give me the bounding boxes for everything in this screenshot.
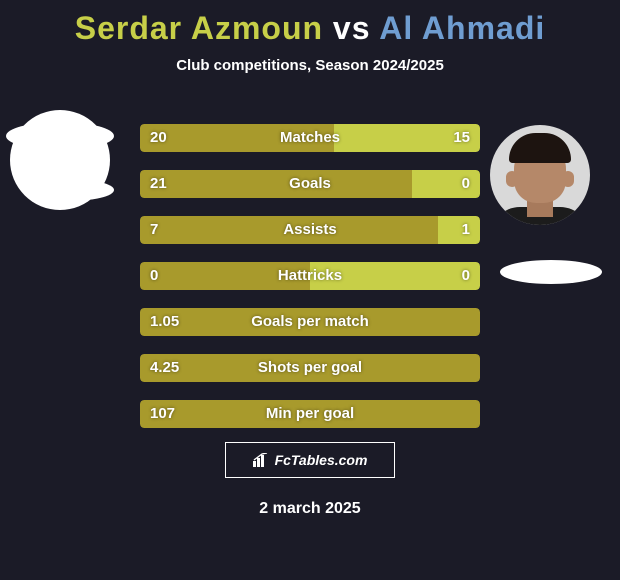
stat-row: 107Min per goal xyxy=(140,400,480,428)
decorative-ellipse xyxy=(6,122,114,150)
stat-row: 210Goals xyxy=(140,170,480,198)
subtitle: Club competitions, Season 2024/2025 xyxy=(0,57,620,74)
stat-label: Min per goal xyxy=(140,400,480,428)
stat-label: Assists xyxy=(140,216,480,244)
stat-label: Goals xyxy=(140,170,480,198)
decorative-ellipse xyxy=(500,260,602,284)
vs-label: vs xyxy=(333,10,371,46)
decorative-ellipse xyxy=(24,179,114,201)
stat-row: 2015Matches xyxy=(140,124,480,152)
comparison-title: Serdar Azmoun vs Al Ahmadi xyxy=(0,0,620,47)
stat-row: 4.25Shots per goal xyxy=(140,354,480,382)
chart-icon xyxy=(253,453,269,467)
player-a-name: Serdar Azmoun xyxy=(75,10,323,46)
player-b-name: Al Ahmadi xyxy=(379,10,545,46)
stat-label: Matches xyxy=(140,124,480,152)
stat-row: 00Hattricks xyxy=(140,262,480,290)
brand-label: FcTables.com xyxy=(275,452,368,468)
stat-label: Shots per goal xyxy=(140,354,480,382)
stat-row: 1.05Goals per match xyxy=(140,308,480,336)
stat-label: Goals per match xyxy=(140,308,480,336)
stat-bars: 2015Matches 210Goals 71Assists 00Hattricks 1… xyxy=(140,124,480,428)
stat-row: 71Assists xyxy=(140,216,480,244)
stat-label: Hattricks xyxy=(140,262,480,290)
player-b-avatar xyxy=(490,125,590,225)
brand-box[interactable]: FcTables.com xyxy=(225,442,395,478)
date-label: 2 march 2025 xyxy=(0,500,620,518)
